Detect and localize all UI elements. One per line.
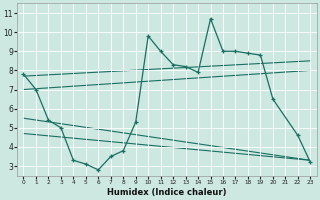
X-axis label: Humidex (Indice chaleur): Humidex (Indice chaleur) <box>107 188 227 197</box>
